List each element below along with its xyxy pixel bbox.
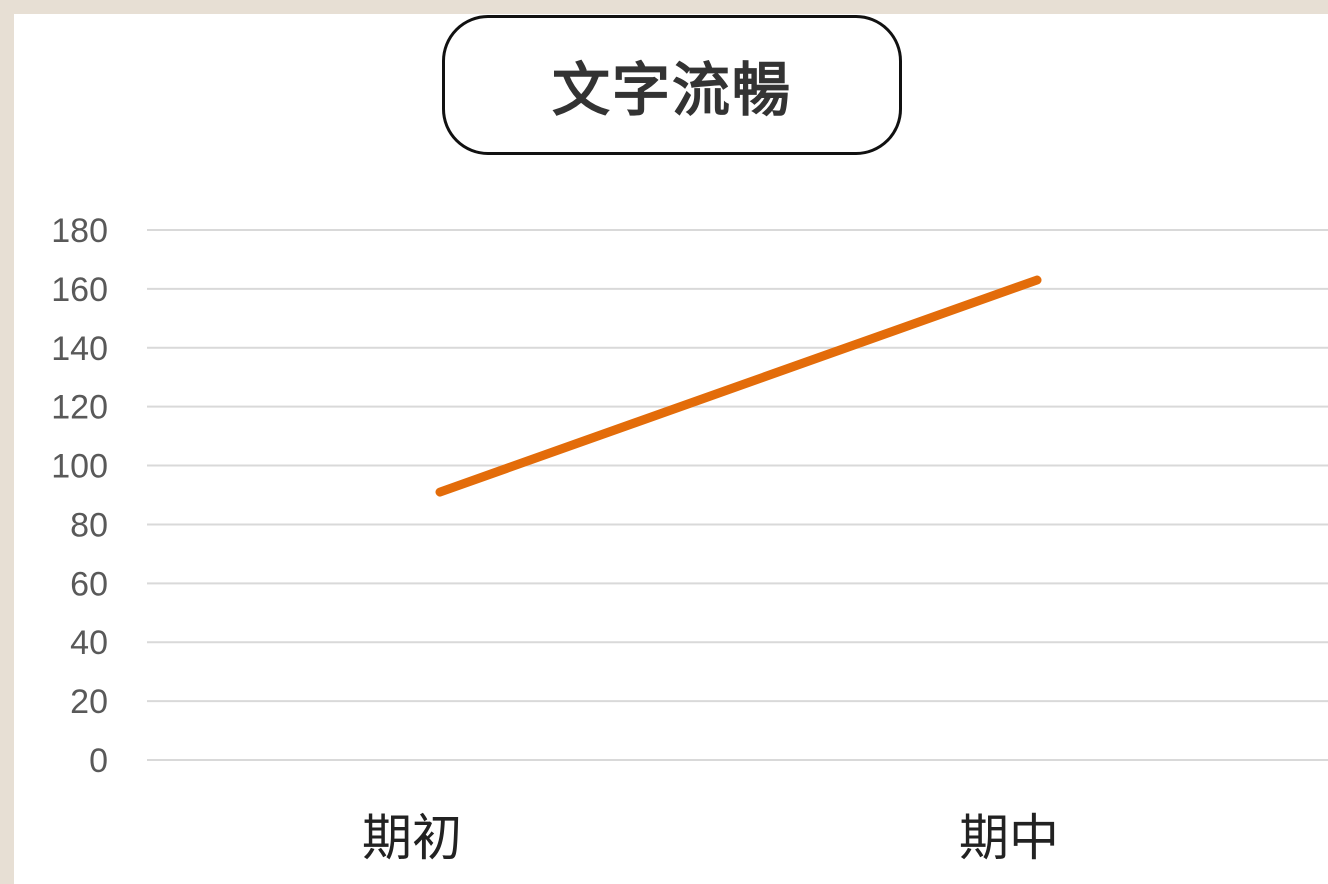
y-tick-label: 20 [70, 683, 108, 721]
y-axis-ticks: 0 20 40 60 80 100 120 140 160 180 [51, 212, 108, 780]
y-tick-label: 180 [51, 212, 108, 250]
y-tick-label: 160 [51, 271, 108, 309]
chart-title-box: 文字流暢 [442, 15, 902, 155]
y-tick-label: 140 [51, 330, 108, 368]
y-tick-label: 100 [51, 448, 108, 486]
chart-title: 文字流暢 [551, 56, 792, 124]
x-tick-label: 期中 [959, 809, 1059, 867]
x-tick-label: 期初 [362, 809, 462, 867]
y-tick-label: 0 [89, 742, 108, 780]
series-line [435, 275, 1042, 497]
y-tick-label: 120 [51, 389, 108, 427]
gridlines [147, 229, 1328, 761]
chart-card [14, 14, 1328, 884]
x-axis-ticks: 期初 期中 [362, 809, 1059, 867]
y-tick-label: 40 [70, 624, 108, 662]
series-group [435, 275, 1042, 497]
y-tick-label: 60 [70, 565, 108, 603]
y-tick-label: 80 [70, 506, 108, 544]
